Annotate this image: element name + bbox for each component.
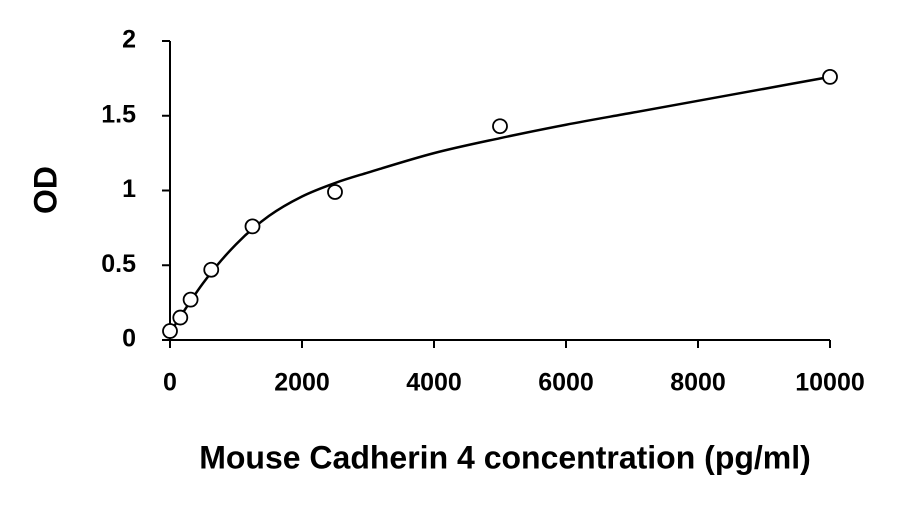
x-tick-label: 2000 xyxy=(274,369,330,397)
y-tick-label: 1.5 xyxy=(101,100,136,128)
x-tick-label: 10000 xyxy=(795,369,865,397)
y-tick-label: 0.5 xyxy=(101,250,136,278)
data-point xyxy=(182,291,199,308)
x-tick-label: 4000 xyxy=(406,369,462,397)
data-point xyxy=(327,184,343,200)
data-point xyxy=(822,68,838,85)
data-point xyxy=(492,118,508,135)
x-tick-label: 8000 xyxy=(670,369,726,397)
x-tick-label: 6000 xyxy=(538,369,594,397)
fit-curve xyxy=(168,75,831,334)
x-axis-title: Mouse Cadherin 4 concentration (pg/ml) xyxy=(199,439,811,475)
data-point xyxy=(172,309,189,326)
x-tick-label: 0 xyxy=(163,369,177,397)
data-point xyxy=(162,323,178,339)
data-point xyxy=(203,261,220,278)
data-point xyxy=(244,218,261,235)
y-tick-label: 2 xyxy=(122,26,136,54)
y-tick-label: 0 xyxy=(122,325,136,353)
y-axis-title: OD xyxy=(27,166,63,214)
y-tick-label: 1 xyxy=(122,175,136,203)
